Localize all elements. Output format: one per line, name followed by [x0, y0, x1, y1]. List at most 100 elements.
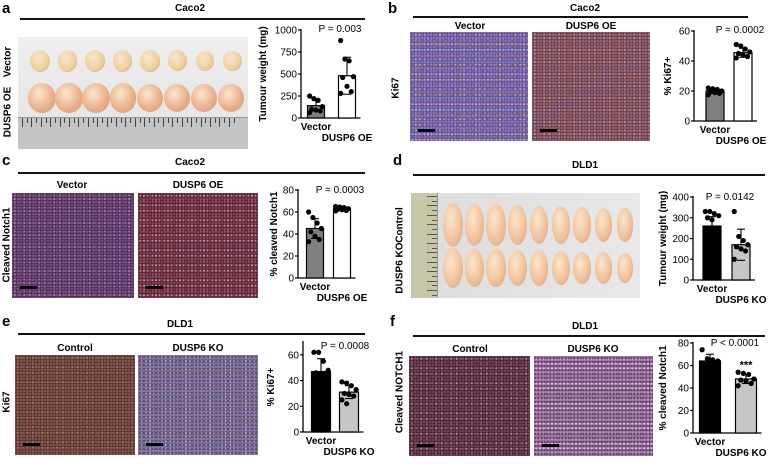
data-point [705, 85, 711, 91]
ruler-tick [427, 271, 437, 273]
y-tick-label: 20 [283, 252, 295, 263]
ruler-tick [158, 118, 160, 123]
y-axis-label: Tumour weight (mg) [258, 26, 269, 121]
panel-title-b: Caco2 [569, 3, 601, 14]
ruler-tick [50, 118, 52, 127]
y-tick-label: 20 [678, 406, 690, 417]
y-tick-label: 40 [283, 230, 295, 241]
tumour [168, 50, 187, 72]
ruler-tick [432, 247, 437, 249]
ruler-tick [432, 228, 437, 230]
ruler-tick [181, 118, 183, 127]
tumour [573, 251, 591, 285]
data-point [325, 367, 331, 373]
data-point [307, 93, 313, 99]
tumour [443, 203, 463, 247]
data-point [716, 90, 723, 96]
ruler-tick [163, 118, 164, 127]
data-point [740, 52, 746, 58]
y-tick-label: 0 [683, 429, 689, 440]
ruler-tick [427, 290, 437, 291]
ruler-tick [427, 280, 437, 282]
ruler-tick [26, 118, 28, 123]
tumour [82, 83, 110, 113]
data-point [308, 229, 314, 235]
row-label-ki67: Ki67 [390, 77, 402, 99]
panel-title-c: Caco2 [174, 157, 206, 168]
panel-title-a: Caco2 [174, 3, 206, 14]
y-tick-label: 80 [678, 339, 690, 350]
tumour [55, 83, 83, 113]
p-value-annotation: P < 0.0001 [711, 338, 760, 349]
y-tick-label: 40 [678, 384, 690, 395]
data-point [338, 90, 344, 96]
data-point [335, 206, 341, 212]
ruler [411, 193, 438, 298]
data-point [731, 256, 737, 262]
data-point [309, 106, 315, 112]
ruler-tick [427, 224, 437, 226]
row-label-dusp6-ko: DUSP6 KO [394, 242, 406, 294]
bar-dusp6-ko [734, 378, 758, 434]
data-point [715, 358, 721, 364]
y-tick-label: 0 [684, 117, 690, 128]
x-tick-label: DUSP6 OE [317, 293, 368, 304]
data-point [345, 206, 351, 212]
y-tick-label: 1000 [275, 26, 298, 37]
histology-image-dusp6-ko-ki67 [138, 355, 258, 455]
data-point [705, 92, 711, 98]
ruler-tick [97, 118, 99, 127]
tumour [28, 83, 56, 113]
ruler-tick [432, 200, 437, 202]
ruler-tick [191, 118, 193, 127]
panel-label-a: a [2, 0, 11, 17]
column-header-control: Control [57, 343, 93, 354]
ruler-tick [167, 118, 169, 123]
data-point [742, 248, 749, 254]
data-point [320, 358, 326, 364]
data-point [344, 401, 350, 407]
tumour [30, 50, 50, 72]
data-point [699, 347, 705, 353]
p-value-annotation: P = 0.0002 [716, 25, 765, 36]
p-value-annotation: P = 0.0003 [316, 185, 365, 196]
panel-label-f: f [390, 313, 395, 330]
data-point [738, 43, 744, 49]
column-header-control: Control [452, 344, 488, 355]
data-point [319, 103, 325, 110]
ruler-tick [92, 118, 94, 123]
histology-image-control-ki67 [15, 355, 135, 455]
data-point [344, 380, 350, 386]
row-label-control: Control [394, 207, 406, 243]
tumour-photo-a [18, 37, 248, 149]
column-header-dusp6-ko: DUSP6 KO [172, 343, 224, 354]
y-tick-label: 80 [283, 186, 295, 197]
data-point [318, 225, 324, 232]
data-point [333, 203, 339, 210]
bar-vector [310, 370, 332, 433]
data-point [316, 349, 322, 355]
row-label-ki67: Ki67 [1, 391, 13, 413]
data-point [339, 379, 345, 385]
ruler-tick [427, 261, 437, 263]
ruler-tick [432, 294, 437, 296]
tumour [191, 83, 217, 113]
x-tick-label: Vector [301, 122, 332, 133]
column-header-vector: Vector [56, 180, 88, 191]
histology-image-vector-ki67 [410, 32, 528, 141]
ruler-tick [224, 118, 226, 123]
ruler-tick [54, 118, 56, 123]
ruler-tick [130, 118, 132, 123]
ruler-tick [205, 118, 207, 123]
ruler-tick [427, 196, 437, 197]
x-tick-label: DUSP6 KO [323, 447, 374, 458]
ruler-tick [120, 118, 122, 123]
ruler-tick [195, 118, 197, 123]
data-point [315, 97, 321, 103]
data-point [702, 208, 708, 215]
data-point [311, 96, 317, 102]
bar-vector [702, 225, 722, 281]
